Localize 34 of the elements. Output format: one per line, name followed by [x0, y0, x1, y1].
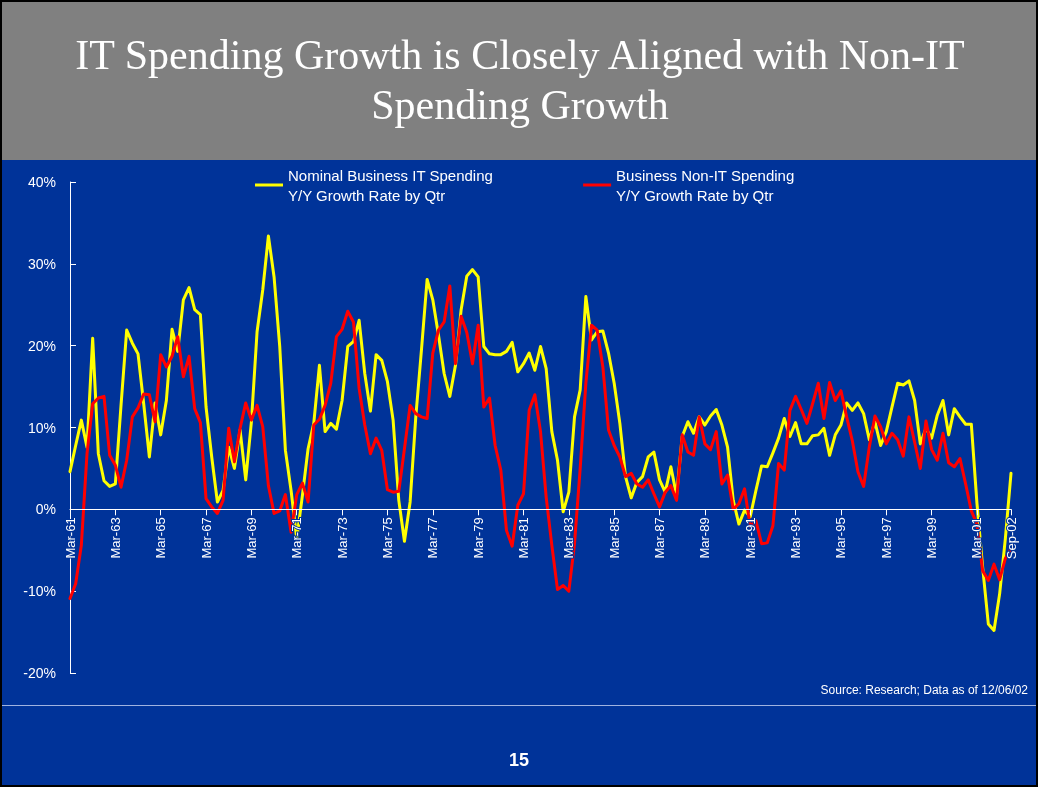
x-tick-label: Mar-79: [470, 517, 486, 559]
x-tick-label: Mar-83: [561, 517, 577, 559]
x-tick-label: Sep-02: [1003, 517, 1019, 560]
x-tick-label: Mar-93: [788, 517, 804, 559]
x-tick-label: Mar-89: [697, 517, 713, 559]
y-tick-label: -10%: [23, 583, 56, 600]
x-tick-label: Mar-91: [742, 517, 758, 559]
chart-title: IT Spending Growth is Closely Aligned with Non-IT Spending Growth: [74, 31, 966, 130]
x-tick-label: Mar-85: [606, 517, 622, 559]
text: 15: [508, 750, 530, 771]
y-tick-label: 0%: [35, 501, 56, 518]
x-tick-label: Mar-71: [289, 517, 305, 559]
x-tick-label: Mar-63: [107, 517, 123, 559]
y-tick-label: -20%: [23, 665, 56, 681]
y-tick-label: 10%: [27, 419, 56, 436]
source-note: Source: Research; Data as of 12/06/02: [820, 683, 1028, 697]
x-tick-label: Mar-99: [924, 517, 940, 559]
x-tick-label: Mar-87: [652, 517, 668, 559]
legend-label: Nominal Business IT Spending Y/Y Growth Rate by Qtr: [288, 166, 493, 204]
x-tick-label: Mar-67: [198, 517, 214, 559]
x-tick-label: Mar-61: [62, 517, 78, 559]
x-tick-label: Mar-97: [878, 517, 894, 559]
x-tick-label: Mar-81: [515, 517, 531, 559]
x-tick-label: Mar-77: [425, 517, 441, 559]
x-tick-label: Mar-69: [243, 517, 259, 559]
x-tick-label: Mar-65: [153, 517, 169, 559]
legend-label: Business Non-IT Spending Y/Y Growth Rate by Qtr: [616, 166, 795, 204]
x-tick-label: Mar-73: [334, 517, 350, 559]
y-tick-label: 20%: [27, 337, 56, 354]
y-tick-label: 40%: [27, 174, 56, 190]
y-tick-label: 30%: [27, 255, 56, 272]
x-tick-label: Mar-95: [833, 517, 849, 559]
x-tick-label: Mar-75: [379, 517, 395, 559]
x-tick-label: Mar-01: [969, 517, 985, 559]
